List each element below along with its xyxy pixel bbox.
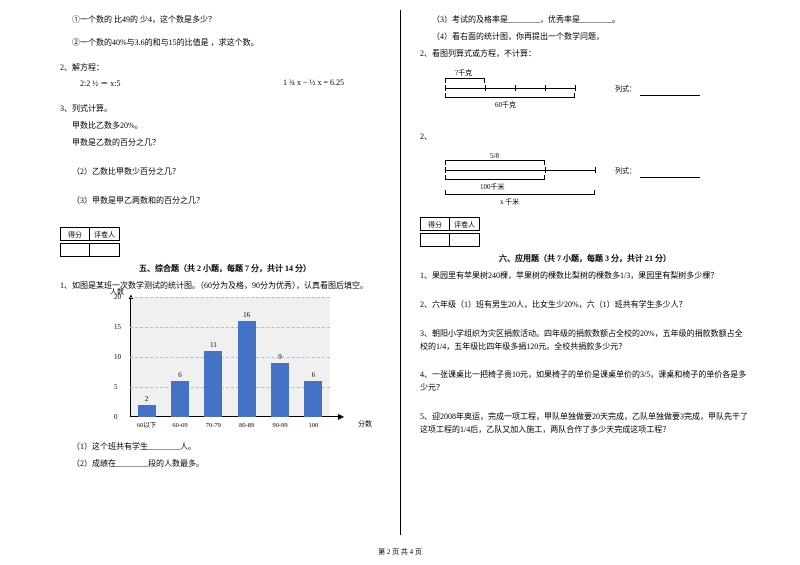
right-q3: 3、朝阳小学组织为灾区捐款活动。四年级的捐款数额占全校的20%，五年级的捐款数额…: [420, 328, 750, 354]
d2-side-label: 列式：: [615, 166, 636, 176]
bar-value-label: 9: [271, 353, 289, 361]
d2-tick: [595, 167, 596, 173]
x-tick-label: 100: [299, 422, 327, 429]
chart-bar: [138, 405, 156, 417]
d1-top-label: ?千克: [455, 68, 472, 78]
right-q5: 5、迎2008年奥运，完成一项工程，甲队单独做要20天完成，乙队单独做要3完成，…: [420, 411, 750, 437]
left-q5: 甲数比乙数多20%。: [72, 120, 390, 133]
x-tick-label: 70-79: [199, 422, 227, 429]
diagram-2: 5/8 100千米 x 千米 列式：: [440, 152, 750, 207]
bar-value-label: 2: [138, 395, 156, 403]
bar-value-label: 6: [304, 371, 322, 379]
chart-bar: [171, 381, 189, 417]
left-q7: （2）乙数比甲数少百分之几？: [72, 166, 390, 179]
column-divider: [400, 10, 401, 535]
y-tick-label: 20: [114, 293, 121, 301]
eq1: 2:2 ½ ＝ x:5: [80, 78, 120, 89]
y-tick-label: 15: [114, 323, 121, 331]
grader-label: 评卷人: [450, 217, 480, 231]
right-r1: （3）考试的及格率是________，优秀率是________。: [432, 14, 750, 27]
score-label: 得分: [60, 227, 90, 241]
y-tick-label: 5: [114, 383, 118, 391]
grader-value: [450, 233, 480, 247]
d1-tick: [575, 85, 576, 91]
left-q2: ②一个数的40%与3.6的和与15的比值是 ，求这个数。: [72, 37, 390, 50]
x-tick-label: 90-99: [266, 422, 294, 429]
d2-tick: [545, 167, 546, 173]
chart-bar: [304, 381, 322, 417]
grid-line: [130, 387, 330, 388]
grid-line: [130, 357, 330, 358]
x-tick-label: 80-89: [233, 422, 261, 429]
right-q4: 4、一张课桌比一把椅子贵10元，如果椅子的单价是课桌单价的3/5，课桌和椅子的单…: [420, 369, 750, 395]
left-q11: （2）成绩在________段的人数最多。: [72, 458, 390, 471]
diagram-1: ?千克 60千克 列式：: [440, 68, 750, 123]
page-footer: 第 2 页 共 4 页: [0, 547, 800, 557]
chart-bar: [271, 363, 289, 417]
arrow-right-icon: ▶: [338, 412, 344, 421]
left-q3: 2、解方程：: [60, 62, 390, 75]
left-q1: ①一个数的 比49的 少4，这个数是多少？: [72, 14, 390, 27]
eq2: 1 ¾ x − ½ x = 6.25: [283, 78, 344, 89]
grid-line: [130, 297, 330, 298]
right-r3: 2、看图列算式或方程，不计算：: [420, 48, 750, 61]
grid-line: [130, 327, 330, 328]
section-6-title: 六、应用题（共 7 小题，每题 3 分，共计 21 分）: [420, 253, 750, 264]
d1-tick: [445, 85, 446, 91]
left-q6: 甲数是乙数的百分之几？: [72, 137, 390, 150]
right-r2: （4）看右面的统计图，你再提出一个数学问题，: [432, 31, 750, 44]
d1-bot-label: 60千克: [495, 100, 516, 110]
bar-value-label: 16: [238, 311, 256, 319]
bar-chart: 人数 ▲ ▶ 分数 05101520260以下660-691170-791680…: [100, 297, 360, 437]
d1-tick: [485, 85, 486, 91]
grader-label: 评卷人: [90, 227, 120, 241]
d2-bot-label: x 千米: [500, 197, 519, 207]
d2-line: [445, 170, 595, 171]
x-tick-label: 60以下: [133, 419, 161, 429]
d2-brace-top: [445, 160, 545, 165]
score-label: 得分: [420, 217, 450, 231]
y-tick-label: 0: [114, 413, 118, 421]
left-q8: （3）甲数是甲乙两数和的百分之几？: [72, 195, 390, 208]
bar-value-label: 6: [171, 371, 189, 379]
d2-blank: [640, 168, 700, 178]
d2-brace-bot: [445, 190, 595, 195]
grader-value: [90, 243, 120, 257]
d1-tick: [545, 85, 546, 91]
score-value: [420, 233, 450, 247]
chart-bar: [204, 351, 222, 417]
right-num2: 2、: [420, 131, 750, 144]
d1-line: [445, 88, 575, 89]
right-q2: 2、六年级（1）班有男生20人，比女生少20%，六（1）班共有学生多少人？: [420, 299, 750, 312]
d2-top-label: 5/8: [490, 152, 499, 160]
right-q1: 1、果园里有苹果树240棵，苹果树的棵数比梨树的棵数多1/3，果园里有梨树多少棵…: [420, 270, 750, 283]
d2-tick: [445, 167, 446, 173]
x-tick-label: 60-69: [166, 422, 194, 429]
d1-blank: [640, 86, 700, 96]
y-tick-label: 10: [114, 353, 121, 361]
d1-side-label: 列式：: [615, 84, 636, 94]
d1-tick: [515, 85, 516, 91]
chart-bar: [238, 321, 256, 417]
section-5-title: 五、综合题（共 2 小题，每题 7 分，共计 14 分）: [60, 263, 390, 274]
left-q10: （1）这个班共有学生________人。: [72, 441, 390, 454]
bar-value-label: 11: [204, 341, 222, 349]
d1-brace-bot: [445, 93, 575, 98]
d1-brace-top: [445, 78, 485, 83]
d2-brace-mid: [445, 175, 545, 180]
x-axis-title: 分数: [358, 419, 372, 429]
score-value: [60, 243, 90, 257]
left-q4: 3、列式计算。: [60, 103, 390, 116]
